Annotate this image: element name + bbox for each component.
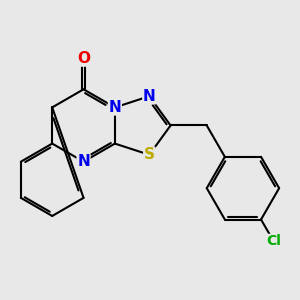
Text: S: S [144,147,155,162]
Text: N: N [109,100,121,115]
Text: Cl: Cl [266,234,281,248]
Text: O: O [77,51,90,66]
Text: N: N [143,89,156,104]
Text: N: N [77,154,90,169]
